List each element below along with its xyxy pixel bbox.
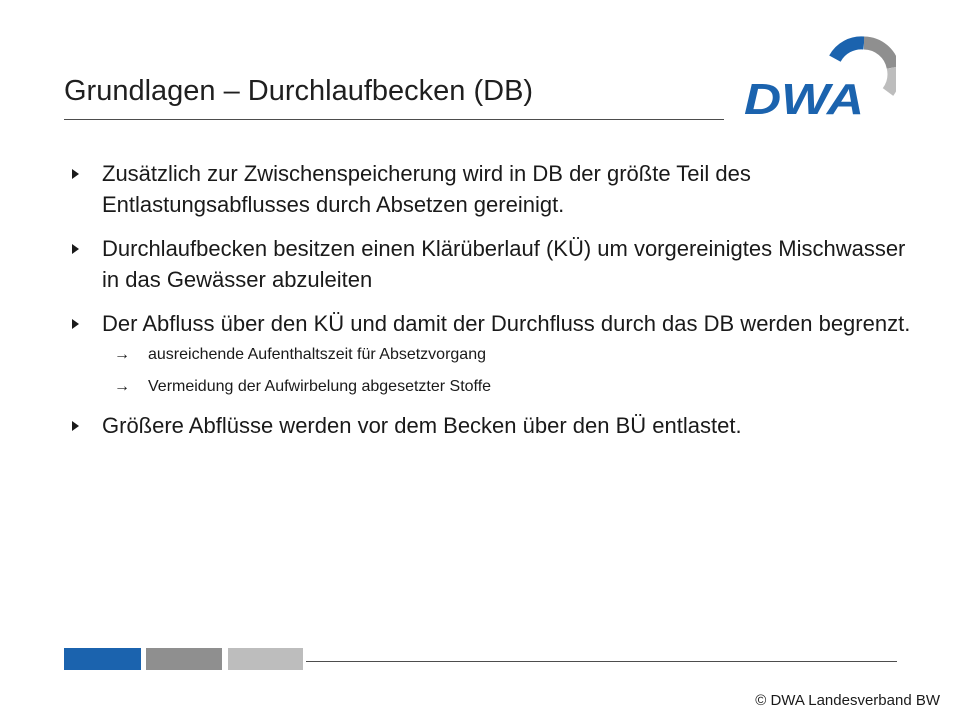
slide-title: Grundlagen – Durchlaufbecken (DB) (64, 75, 534, 107)
footer-bar-light (228, 648, 303, 670)
sub-bullet-text: ausreichende Aufenthaltszeit für Absetzv… (148, 346, 486, 363)
footer-divider (306, 661, 897, 662)
logo-arc-light (882, 66, 896, 96)
right-arrow-icon: → (114, 378, 130, 395)
footer-bar-gray (146, 648, 222, 670)
footer-bar-blue (64, 648, 141, 670)
bullet-list: Zusätzlich zur Zwischenspeicherung wird … (72, 158, 912, 454)
bullet-arrow-icon (72, 319, 79, 329)
bullet-arrow-icon (72, 169, 79, 179)
copyright-notice: © DWA Landesverband BW (755, 692, 940, 709)
logo-wordmark: DWA (744, 75, 864, 120)
sub-bullet-list: → ausreichende Aufenthaltszeit für Abset… (102, 345, 912, 397)
bullet-text: Zusätzlich zur Zwischenspeicherung wird … (102, 161, 751, 217)
bullet-item: Durchlaufbecken besitzen einen Klärüberl… (72, 233, 912, 295)
dwa-logo: DWA (744, 36, 896, 120)
sub-bullet-text: Vermeidung der Aufwirbelung abgesetzter … (148, 378, 492, 395)
bullet-item: Der Abfluss über den KÜ und damit der Du… (72, 308, 912, 397)
logo-arc-blue (829, 36, 865, 63)
bullet-text: Der Abfluss über den KÜ und damit der Du… (102, 311, 911, 336)
logo-arc-gray (863, 36, 896, 70)
sub-bullet-item: → Vermeidung der Aufwirbelung abgesetzte… (102, 377, 912, 397)
bullet-text: Durchlaufbecken besitzen einen Klärüberl… (102, 236, 906, 292)
sub-bullet-item: → ausreichende Aufenthaltszeit für Abset… (102, 345, 912, 365)
bullet-arrow-icon (72, 421, 79, 431)
bullet-item: Größere Abflüsse werden vor dem Becken ü… (72, 410, 912, 441)
right-arrow-icon: → (114, 346, 130, 363)
bullet-arrow-icon (72, 244, 79, 254)
title-divider (64, 119, 724, 120)
bullet-text: Größere Abflüsse werden vor dem Becken ü… (102, 413, 742, 438)
bullet-item: Zusätzlich zur Zwischenspeicherung wird … (72, 158, 912, 220)
